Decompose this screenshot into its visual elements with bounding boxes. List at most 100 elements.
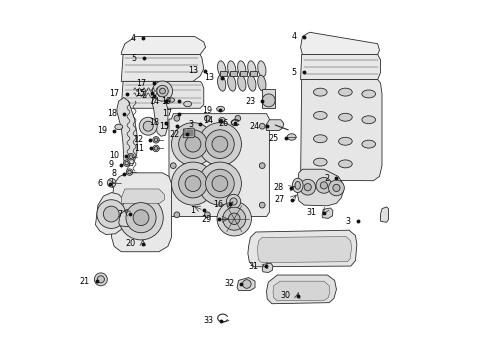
Polygon shape — [237, 278, 255, 291]
Circle shape — [179, 130, 207, 158]
Text: 16: 16 — [213, 200, 223, 209]
Circle shape — [329, 180, 344, 196]
Ellipse shape — [314, 135, 327, 143]
Polygon shape — [300, 80, 382, 181]
Circle shape — [217, 202, 251, 236]
Text: 27: 27 — [274, 195, 285, 204]
Text: 9: 9 — [109, 160, 114, 169]
Text: 17: 17 — [136, 79, 147, 88]
Text: 15: 15 — [135, 89, 146, 98]
Text: 17: 17 — [109, 89, 120, 98]
Text: 12: 12 — [133, 135, 143, 144]
Text: 14: 14 — [149, 96, 159, 105]
Text: 3: 3 — [346, 217, 351, 226]
Circle shape — [333, 184, 340, 192]
Text: 17: 17 — [162, 109, 172, 118]
Circle shape — [143, 121, 153, 131]
Circle shape — [128, 170, 131, 174]
Polygon shape — [322, 208, 333, 219]
Polygon shape — [381, 207, 389, 222]
Circle shape — [153, 136, 159, 143]
Ellipse shape — [168, 98, 175, 102]
Circle shape — [228, 213, 240, 225]
Circle shape — [103, 206, 119, 222]
Text: 20: 20 — [125, 239, 136, 248]
Polygon shape — [122, 81, 204, 108]
Ellipse shape — [362, 140, 375, 148]
Ellipse shape — [339, 88, 352, 96]
Circle shape — [154, 138, 158, 141]
Text: 19: 19 — [161, 96, 172, 105]
Ellipse shape — [238, 61, 246, 77]
Circle shape — [139, 117, 157, 135]
Polygon shape — [262, 263, 273, 273]
Circle shape — [160, 88, 166, 94]
Ellipse shape — [227, 75, 236, 91]
Ellipse shape — [247, 61, 256, 77]
Circle shape — [259, 123, 265, 129]
Circle shape — [171, 163, 176, 168]
Polygon shape — [266, 120, 284, 131]
Circle shape — [243, 280, 251, 288]
Circle shape — [230, 198, 237, 205]
Polygon shape — [267, 275, 337, 304]
Circle shape — [316, 177, 332, 193]
Circle shape — [174, 116, 180, 121]
Ellipse shape — [258, 61, 266, 77]
Ellipse shape — [339, 160, 352, 168]
Circle shape — [185, 176, 201, 192]
Circle shape — [152, 81, 172, 101]
Circle shape — [204, 116, 210, 121]
Bar — [262, 89, 275, 108]
Circle shape — [119, 195, 163, 240]
Circle shape — [153, 145, 159, 152]
Circle shape — [304, 184, 311, 191]
Polygon shape — [122, 37, 205, 54]
Ellipse shape — [339, 113, 352, 121]
Text: 18: 18 — [107, 109, 117, 118]
Text: 7: 7 — [117, 210, 122, 219]
Polygon shape — [258, 237, 351, 262]
Text: 30: 30 — [281, 291, 291, 300]
Ellipse shape — [247, 75, 256, 91]
Ellipse shape — [295, 181, 300, 189]
Text: 5: 5 — [292, 68, 297, 77]
Circle shape — [259, 163, 265, 168]
Ellipse shape — [362, 116, 375, 124]
Circle shape — [157, 85, 168, 97]
Circle shape — [179, 169, 207, 198]
Circle shape — [212, 136, 228, 152]
Circle shape — [235, 212, 241, 218]
Circle shape — [320, 182, 327, 189]
Circle shape — [126, 203, 156, 233]
Polygon shape — [248, 230, 357, 267]
Ellipse shape — [184, 101, 192, 107]
Circle shape — [174, 212, 180, 218]
Ellipse shape — [339, 137, 352, 145]
Text: 13: 13 — [188, 66, 197, 75]
Circle shape — [212, 176, 228, 192]
Text: 22: 22 — [170, 130, 180, 139]
Text: 33: 33 — [203, 316, 214, 325]
Polygon shape — [119, 210, 135, 226]
Circle shape — [300, 179, 316, 195]
Text: 28: 28 — [273, 183, 284, 192]
Bar — [240, 71, 247, 76]
Polygon shape — [300, 32, 379, 54]
Circle shape — [125, 161, 128, 165]
Ellipse shape — [287, 134, 296, 140]
Circle shape — [226, 194, 241, 209]
Text: 19: 19 — [97, 126, 107, 135]
Text: 8: 8 — [112, 170, 117, 179]
Polygon shape — [112, 173, 172, 252]
Text: 24: 24 — [249, 122, 259, 131]
Ellipse shape — [362, 90, 375, 98]
Text: 21: 21 — [79, 277, 90, 286]
Text: 10: 10 — [109, 151, 119, 160]
Circle shape — [205, 130, 234, 158]
Ellipse shape — [227, 61, 236, 77]
Text: 5: 5 — [131, 54, 136, 63]
Circle shape — [205, 169, 234, 198]
Text: 13: 13 — [204, 73, 215, 82]
Polygon shape — [117, 98, 137, 166]
